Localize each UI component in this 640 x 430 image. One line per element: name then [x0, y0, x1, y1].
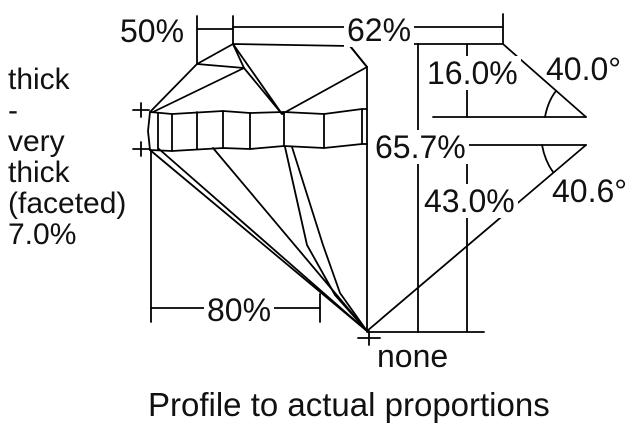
dimension-lines: [150, 13, 587, 333]
crown-angle-arc: [544, 90, 557, 118]
pavilion-angle-arc: [541, 144, 554, 173]
table-size-label: 62%: [344, 13, 415, 47]
girdle-desc-line: thick: [8, 156, 70, 189]
star-length-label: 50%: [120, 13, 185, 49]
crown-facets: [149, 43, 368, 115]
crown-height-label: 16.0%: [424, 56, 521, 90]
pavilion-angle-label: 40.6°: [552, 173, 628, 209]
total-depth-label: 65.7%: [372, 130, 469, 164]
girdle-desc-line: -: [8, 94, 18, 127]
tick-marks: [132, 102, 381, 346]
crown-angle-label: 40.0°: [546, 51, 622, 87]
girdle-desc-line: (faceted): [8, 187, 127, 220]
girdle-desc-line: thick: [8, 63, 70, 96]
girdle-thickness-label: thick - very thick (faceted) 7.0%: [8, 64, 126, 250]
pavilion-facets: [149, 146, 368, 332]
girdle-desc-line: very: [8, 125, 65, 158]
caption: Profile to actual proportions: [148, 386, 550, 423]
girdle: [147, 108, 368, 152]
culet-label: none: [377, 338, 449, 374]
lower-girdle-length-label: 80%: [204, 293, 275, 327]
girdle-desc-line: 7.0%: [8, 218, 77, 251]
pavilion-depth-label: 43.0%: [421, 184, 518, 218]
